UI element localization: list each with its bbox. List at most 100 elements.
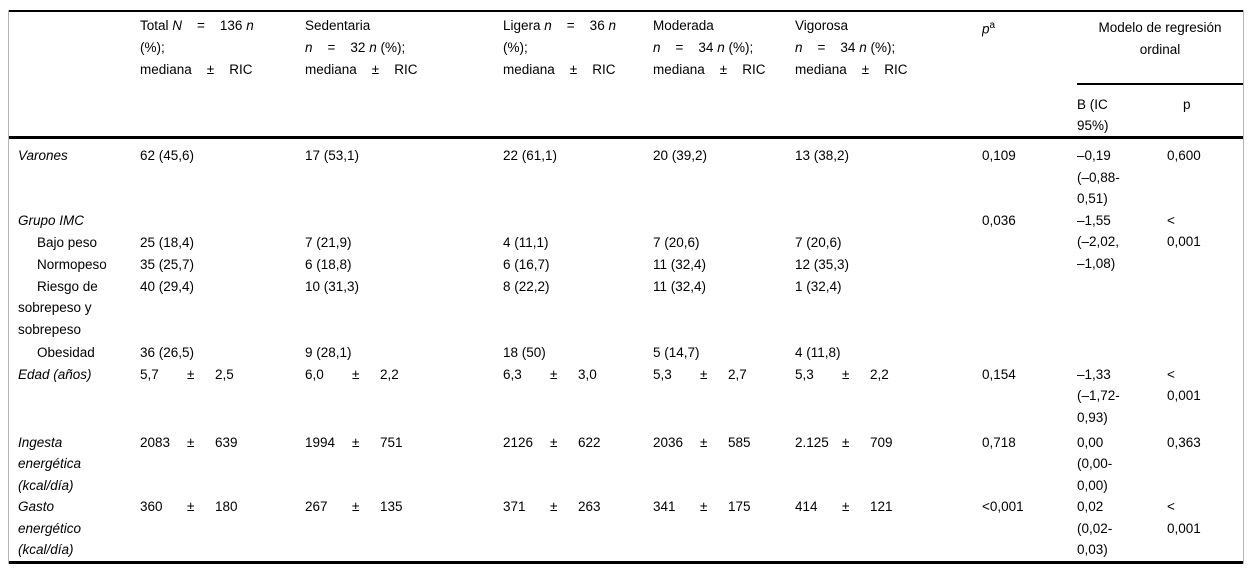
row-varones: Varones 62 (45,6) 17 (53,1) 22 (61,1) 20 (39…	[9, 136, 1244, 210]
row-label-grupo-imc: Grupo IMC	[18, 212, 85, 228]
corner-cell	[9, 11, 140, 138]
col-header-ligera: Ligera n = 36 n (%); mediana ± RIC	[503, 11, 653, 138]
header-line: Vigorosa	[795, 15, 982, 37]
regression-p-value-varones: 0,600	[1167, 136, 1244, 210]
header-line: pa	[982, 15, 1077, 41]
row-label-ingesta-energetica-kcal-dia: Ingesta energética (kcal/día)	[18, 434, 82, 493]
cell-sedentaria-obesidad: 9 (28,1)	[305, 344, 352, 360]
header-line: Ligera n = 36 n	[503, 15, 653, 37]
cell-total-bajo-peso: 25 (18,4)	[140, 234, 195, 250]
header-text-segment: = 34	[802, 40, 860, 55]
cell-total-ingesta-energetica-kcal-dia: 2083 ±639	[140, 432, 305, 497]
header-line: mediana ± RIC	[653, 59, 795, 81]
stat-ric: 2,7	[728, 366, 747, 382]
header-text-segment: (%);	[503, 40, 528, 55]
row-label-varones: Varones	[9, 136, 140, 210]
b-ic95-value-gasto-energetico-kcal-dia: 0,02 (0,02- 0,03)	[1077, 499, 1113, 557]
cell-ligera-gasto-energetico-kcal-dia: 371 ±263	[503, 496, 653, 562]
plus-minus: ±	[700, 434, 708, 450]
stat-median: 2083	[140, 434, 171, 450]
stat-ric: 175	[728, 499, 751, 514]
stat-ric: 751	[380, 434, 403, 450]
cell-ligera-bajo-peso: 4 (11,1)	[503, 234, 549, 250]
activity-groups-table: Total N = 136 n (%); mediana ± RIC Sedentar…	[9, 10, 1244, 564]
p-value-gasto-energetico-kcal-dia: <0,001	[982, 499, 1024, 514]
cell-ligera-varones: 22 (61,1)	[503, 136, 653, 210]
cell-ligera-ingesta-energetica-kcal-dia: 2126 ±622	[503, 432, 653, 497]
regression-p-value-ingesta-energetica-kcal-dia: 0,363	[1167, 434, 1201, 450]
stat-value: 2083 ±639	[140, 432, 238, 454]
stat-median: 360	[140, 499, 163, 514]
plus-minus: ±	[187, 366, 195, 382]
p-value-edad-anos: 0,154	[982, 366, 1016, 382]
header-line: mediana ± RIC	[503, 59, 653, 81]
header-text-segment: Ligera	[503, 18, 545, 33]
header-text-segment: mediana ± RIC	[305, 62, 418, 77]
regression-p-value-edad-anos: < 0,001	[1167, 366, 1201, 404]
cell-total-varones: 62 (45,6)	[140, 136, 305, 210]
stat-ric: 263	[578, 499, 601, 514]
sub-header-p: p	[1183, 97, 1191, 112]
header-text-segment: n	[653, 40, 661, 55]
plus-minus: ±	[700, 366, 708, 382]
header-text-segment: N	[172, 18, 183, 33]
header-row-sub: B (IC 95%) p	[9, 84, 1243, 138]
col-header-moderada: Moderada n = 34 n (%); mediana ± RIC	[653, 11, 795, 138]
cell-moderada-obesidad: 5 (14,7)	[653, 344, 700, 360]
header-text-segment: Total	[140, 18, 173, 33]
row-label-obesidad: Obesidad	[37, 344, 95, 360]
row-label-normopeso: Normopeso	[37, 256, 107, 272]
cell-sedentaria-grupo-imc	[305, 210, 503, 232]
row-label-bajo-peso: Bajo peso	[37, 234, 98, 250]
stat-value: 360 ±180	[140, 496, 238, 518]
stat-value: 1994 ±751	[305, 432, 403, 454]
cell-ligera-grupo-imc	[503, 210, 653, 232]
stat-value: 2036 ±585	[653, 432, 751, 454]
cell-vigorosa-normopeso: 12 (35,3)	[795, 256, 850, 272]
header-text-segment: Moderada	[653, 18, 714, 33]
stat-value: 414 ±121	[795, 496, 893, 518]
stat-value: 341 ±175	[653, 496, 751, 518]
header-line: (%);	[503, 37, 653, 59]
header-line: n = 34 n (%);	[795, 37, 982, 59]
cell-vigorosa-edad-anos: 5,3 ±2,2	[795, 364, 982, 432]
b-ic95-value-varones: –0,19 (–0,88- 0,51)	[1077, 136, 1167, 210]
cell-sedentaria-ingesta-energetica-kcal-dia: 1994 ±751	[305, 432, 503, 497]
header-line: n = 34 n (%);	[653, 37, 795, 59]
cell-vigorosa-gasto-energetico-kcal-dia: 414 ±121	[795, 496, 982, 562]
table-header: Total N = 136 n (%); mediana ± RIC Sedentar…	[9, 11, 1244, 138]
header-text-segment: n	[544, 18, 552, 33]
header-line: (%);	[140, 37, 305, 59]
header-text-segment: mediana ± RIC	[653, 62, 766, 77]
row-normopeso: Normopeso 35 (25,7) 6 (18,8) 6 (16,7) 11 (32…	[9, 254, 1243, 276]
cell-moderada-edad-anos: 5,3 ±2,7	[653, 364, 795, 432]
cell-moderada-grupo-imc	[653, 210, 795, 232]
p-value-ingesta-energetica-kcal-dia: 0,718	[982, 434, 1016, 450]
plus-minus: ±	[842, 434, 850, 450]
header-text-segment: = 34	[660, 40, 718, 55]
col-header-p: pa	[982, 11, 1077, 138]
stat-median: 2.125	[795, 434, 829, 450]
header-text-segment: Sedentaria	[305, 18, 371, 33]
cell-sedentaria-varones: 17 (53,1)	[305, 136, 503, 210]
header-text-segment: n	[717, 40, 725, 55]
cell-vigorosa-grupo-imc	[795, 210, 982, 232]
stat-ric: 2,5	[215, 366, 234, 382]
cell-moderada-bajo-peso: 7 (20,6)	[653, 234, 700, 250]
group-header-modelo: Modelo de regresión ordinal	[1077, 11, 1244, 85]
plus-minus: ±	[550, 434, 558, 450]
stat-median: 267	[305, 499, 328, 514]
header-text-segment: Vigorosa	[795, 18, 849, 33]
header-line: mediana ± RIC	[795, 59, 982, 81]
b-ic95-value-edad-anos: –1,33 (–1,72- 0,93)	[1077, 366, 1120, 425]
cell-total-riesgo-de-sobrepeso-y-sobrep: 40 (29,4)	[140, 278, 195, 294]
row-bajo-peso: Bajo peso 25 (18,4) 7 (21,9) 4 (11,1) 7 (20,…	[9, 232, 1243, 254]
header-text-segment: mediana ± RIC	[795, 62, 908, 77]
cell-total-edad-anos: 5,7 ±2,5	[140, 364, 305, 432]
cell-total-gasto-energetico-kcal-dia: 360 ±180	[140, 496, 305, 562]
cell-ligera-normopeso: 6 (16,7)	[503, 256, 550, 272]
header-text-segment: n	[608, 18, 616, 33]
cell-total-grupo-imc	[140, 210, 305, 232]
header-text-segment: (%);	[376, 40, 406, 55]
header-text-segment: n	[859, 40, 867, 55]
